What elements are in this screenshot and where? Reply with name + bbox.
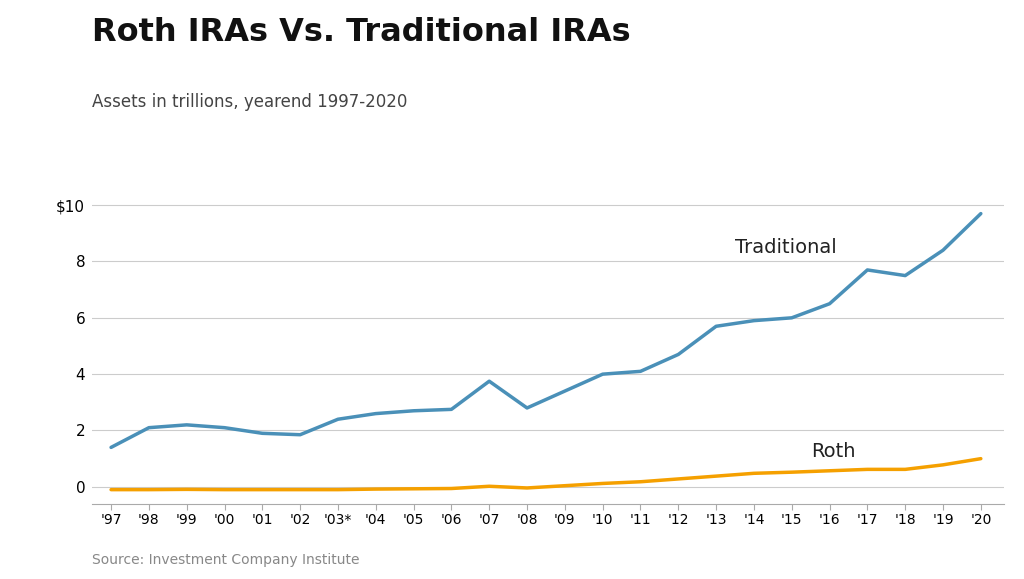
Text: Assets in trillions, yearend 1997-2020: Assets in trillions, yearend 1997-2020 [92, 93, 408, 111]
Text: Source: Investment Company Institute: Source: Investment Company Institute [92, 554, 359, 567]
Text: Roth: Roth [811, 442, 855, 461]
Text: Traditional: Traditional [735, 238, 837, 257]
Text: Roth IRAs Vs. Traditional IRAs: Roth IRAs Vs. Traditional IRAs [92, 17, 631, 49]
